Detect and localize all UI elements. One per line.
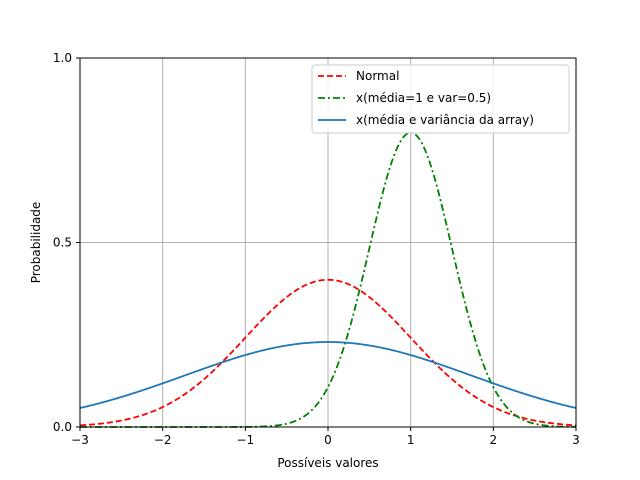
series-line-1: [79, 278, 577, 427]
x-tick-label: 0: [324, 433, 332, 447]
series-lines: [79, 131, 577, 428]
y-tick-label: 0.5: [53, 236, 72, 250]
series-line-2: [80, 131, 577, 428]
x-tick-label: 3: [572, 433, 580, 447]
legend-label: x(média e variância da array): [356, 113, 534, 127]
y-tick-label: 0.0: [53, 420, 72, 434]
legend: Normal x(média=1 e var=0.5) x(média e vari…: [311, 64, 570, 134]
x-tick-label: 1: [407, 433, 415, 447]
x-axis-label: Possíveis valores: [277, 456, 378, 470]
y-axis-ticks: 0.0 0.5 1.0: [53, 51, 80, 434]
x-tick-label: −2: [154, 433, 172, 447]
y-axis-label: Probabilidade: [29, 202, 43, 284]
legend-frame: [311, 64, 570, 134]
series-line-3: [79, 341, 577, 409]
legend-label: Normal: [356, 69, 399, 83]
x-tick-label: −1: [236, 433, 254, 447]
legend-label: x(média=1 e var=0.5): [356, 91, 491, 105]
x-tick-label: 2: [490, 433, 498, 447]
y-tick-label: 1.0: [53, 51, 72, 65]
x-axis-ticks: −3 −2 −1 0 1 2 3: [71, 427, 580, 447]
x-tick-label: −3: [71, 433, 89, 447]
